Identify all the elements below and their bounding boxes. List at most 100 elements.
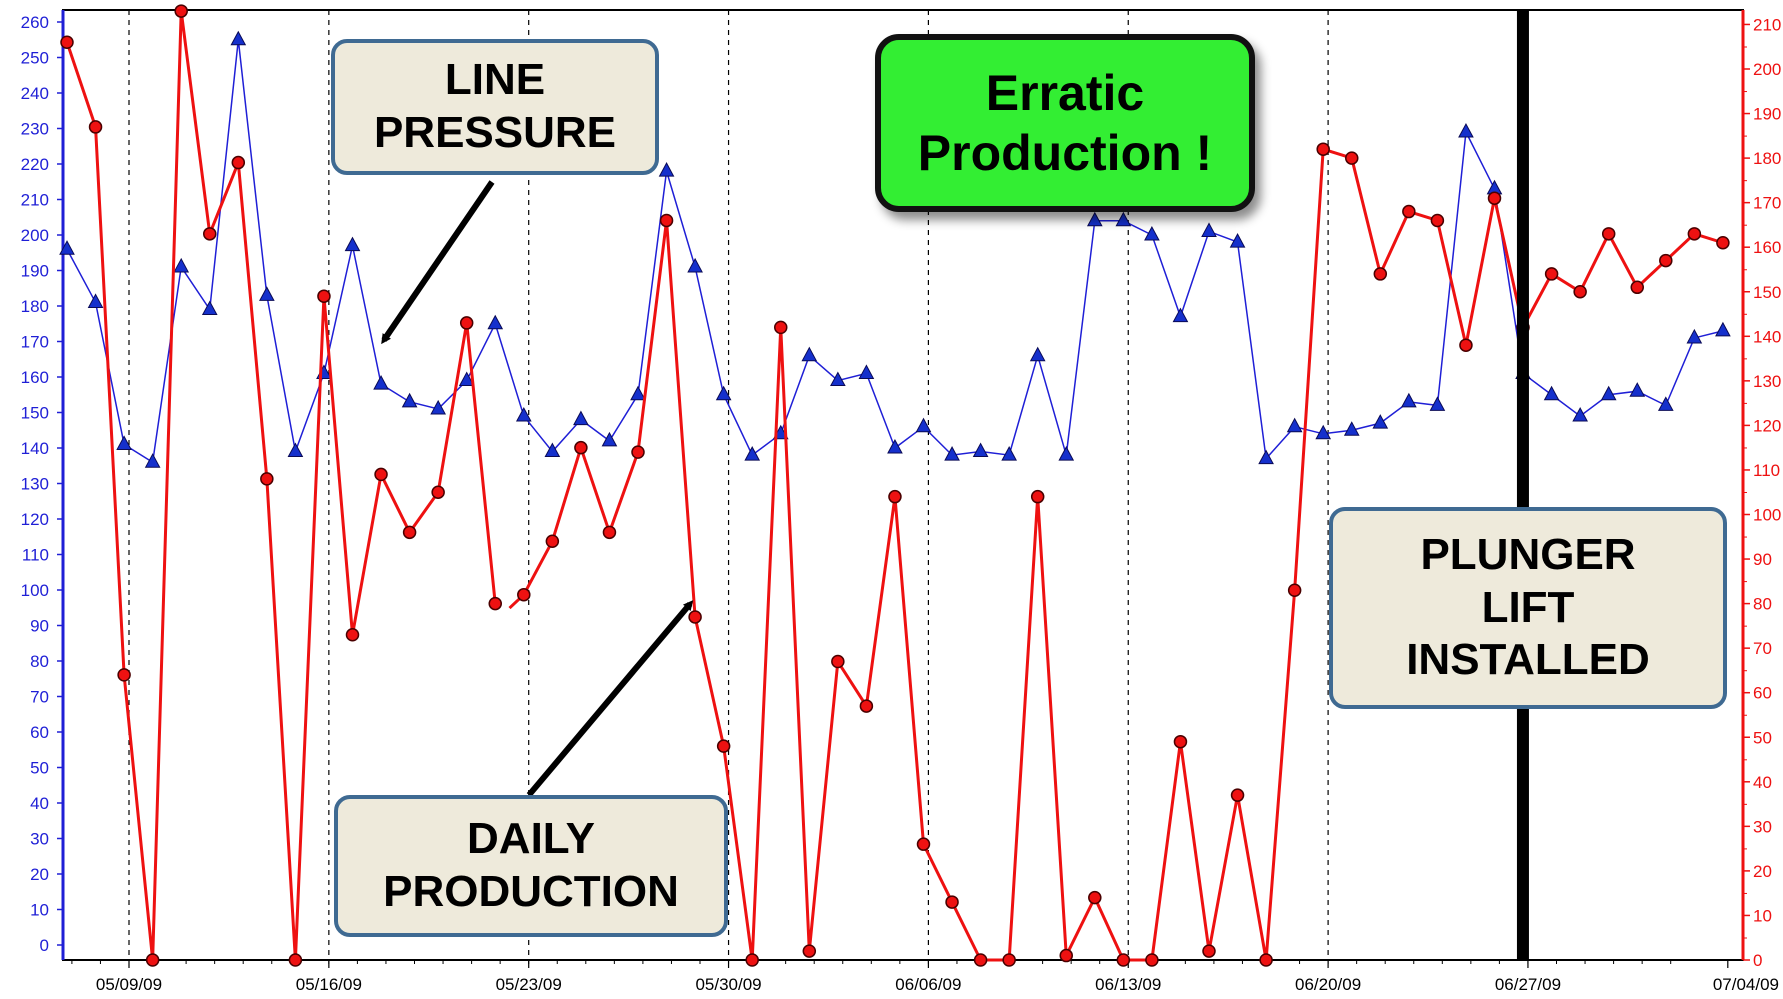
line-pressure-marker: [116, 435, 132, 450]
daily-production-marker: [1030, 489, 1045, 504]
right-tick-label: 40: [1753, 773, 1772, 792]
left-tick-label: 130: [21, 475, 49, 494]
right-tick-label: 60: [1753, 684, 1772, 703]
left-tick-label: 220: [21, 155, 49, 174]
left-tick-label: 250: [21, 49, 49, 68]
daily-production-marker: [1544, 267, 1559, 281]
daily-production-marker: [802, 944, 817, 958]
daily-production-marker: [888, 489, 902, 504]
line-pressure-marker: [858, 364, 875, 379]
left-tick-label: 60: [30, 723, 49, 742]
daily-production-marker: [1687, 227, 1702, 241]
daily-production-marker: [859, 699, 874, 713]
daily-production-marker: [1059, 948, 1073, 963]
daily-production-arrow: [526, 600, 694, 797]
erratic-production-callout: Erratic Production !: [875, 34, 1255, 212]
daily-production-marker: [1259, 953, 1273, 967]
daily-production-marker: [973, 953, 988, 967]
daily-production-marker: [402, 525, 417, 540]
right-tick-label: 200: [1753, 60, 1781, 79]
daily-production-marker: [1345, 151, 1359, 165]
line-pressure-marker: [830, 371, 846, 387]
line-pressure-marker: [1572, 406, 1588, 422]
x-tick-label: 05/09/09: [96, 975, 162, 994]
axis-layer: 05/09/09 05/16/09 05/23/09 05/30/09 06/06/09…: [21, 10, 1781, 994]
left-tick-label: 140: [21, 439, 49, 458]
line-pressure-marker: [630, 385, 646, 401]
left-tick-label: 10: [30, 901, 49, 920]
line-pressure-marker: [373, 375, 389, 390]
daily-production-marker: [1316, 142, 1330, 156]
right-tick-label: 150: [1753, 283, 1781, 302]
line-pressure-marker: [1144, 225, 1160, 241]
daily-production-marker: [1116, 953, 1131, 967]
daily-production-marker: [517, 587, 531, 602]
right-tick-label: 50: [1753, 728, 1772, 747]
daily-production-marker: [545, 534, 560, 548]
line-pressure-marker: [1286, 417, 1303, 433]
daily-production-marker: [203, 227, 217, 241]
line-pressure-marker: [201, 300, 218, 316]
daily-production-marker: [716, 739, 731, 753]
right-tick-label: 140: [1753, 327, 1781, 346]
line-pressure-marker: [487, 314, 504, 330]
left-tick-label: 200: [21, 226, 49, 245]
line-pressure-marker: [1229, 233, 1246, 248]
line-pressure-marker: [715, 385, 732, 401]
daily-production-marker: [916, 837, 931, 851]
daily-production-marker: [1287, 583, 1302, 597]
line-pressure-marker: [1086, 211, 1103, 227]
right-tick-label: 130: [1753, 372, 1781, 391]
daily-production-marker: [1573, 285, 1587, 299]
right-tick-label: 70: [1753, 639, 1772, 658]
line-pressure-marker: [744, 446, 761, 461]
daily-production-marker: [774, 320, 788, 335]
daily-production-marker: [574, 440, 588, 455]
left-tick-label: 90: [30, 617, 49, 636]
line-pressure-marker: [1343, 421, 1360, 436]
x-tick-label: 06/13/09: [1095, 975, 1161, 994]
right-tick-label: 120: [1753, 416, 1781, 435]
right-tick-label: 10: [1753, 906, 1772, 925]
right-tick-label: 30: [1753, 817, 1772, 836]
left-tick-label: 240: [21, 84, 49, 103]
line-pressure-marker: [1629, 382, 1646, 397]
line-pressure-marker: [1001, 446, 1017, 461]
daily-production-marker: [1230, 788, 1245, 802]
line-pressure-marker: [1715, 321, 1731, 337]
right-tick-label: 180: [1753, 149, 1781, 168]
line-pressure-marker: [1429, 396, 1446, 411]
plunger-lift-callout: PLUNGER LIFT INSTALLED: [1329, 507, 1727, 709]
line-pressure-marker: [1401, 392, 1417, 408]
line-pressure-marker: [1172, 307, 1189, 323]
line-pressure-marker: [658, 162, 675, 177]
right-tick-label: 160: [1753, 238, 1781, 257]
daily-production-marker: [317, 289, 331, 303]
daily-production-marker: [1601, 227, 1616, 241]
daily-production-marker: [117, 668, 131, 682]
x-tick-label: 05/16/09: [296, 975, 362, 994]
line-pressure-marker: [430, 399, 446, 415]
right-tick-label: 100: [1753, 506, 1781, 525]
line-pressure-marker: [687, 257, 703, 273]
daily-production-marker: [60, 35, 74, 50]
daily-production-marker: [288, 953, 303, 967]
line-pressure-marker: [1543, 385, 1560, 401]
daily-production-marker: [260, 472, 274, 486]
daily-production-marker: [1002, 953, 1016, 967]
right-tick-label: 190: [1753, 105, 1781, 124]
daily-production-marker: [1202, 944, 1216, 958]
line-pressure-marker: [87, 293, 104, 308]
x-tick-label: 06/06/09: [895, 975, 961, 994]
daily-production-marker: [1373, 267, 1388, 281]
line-pressure-marker: [601, 431, 618, 447]
line-pressure-marker: [1315, 424, 1332, 440]
daily-production-marker: [688, 610, 702, 624]
line-pressure-marker: [1657, 396, 1674, 411]
daily-production-marker: [659, 213, 674, 228]
line-pressure-marker: [573, 410, 589, 426]
daily-production-marker: [1402, 204, 1416, 219]
daily-production-marker: [431, 485, 445, 499]
line-pressure-marker: [144, 453, 161, 468]
daily-production-callout: DAILY PRODUCTION: [334, 795, 728, 937]
